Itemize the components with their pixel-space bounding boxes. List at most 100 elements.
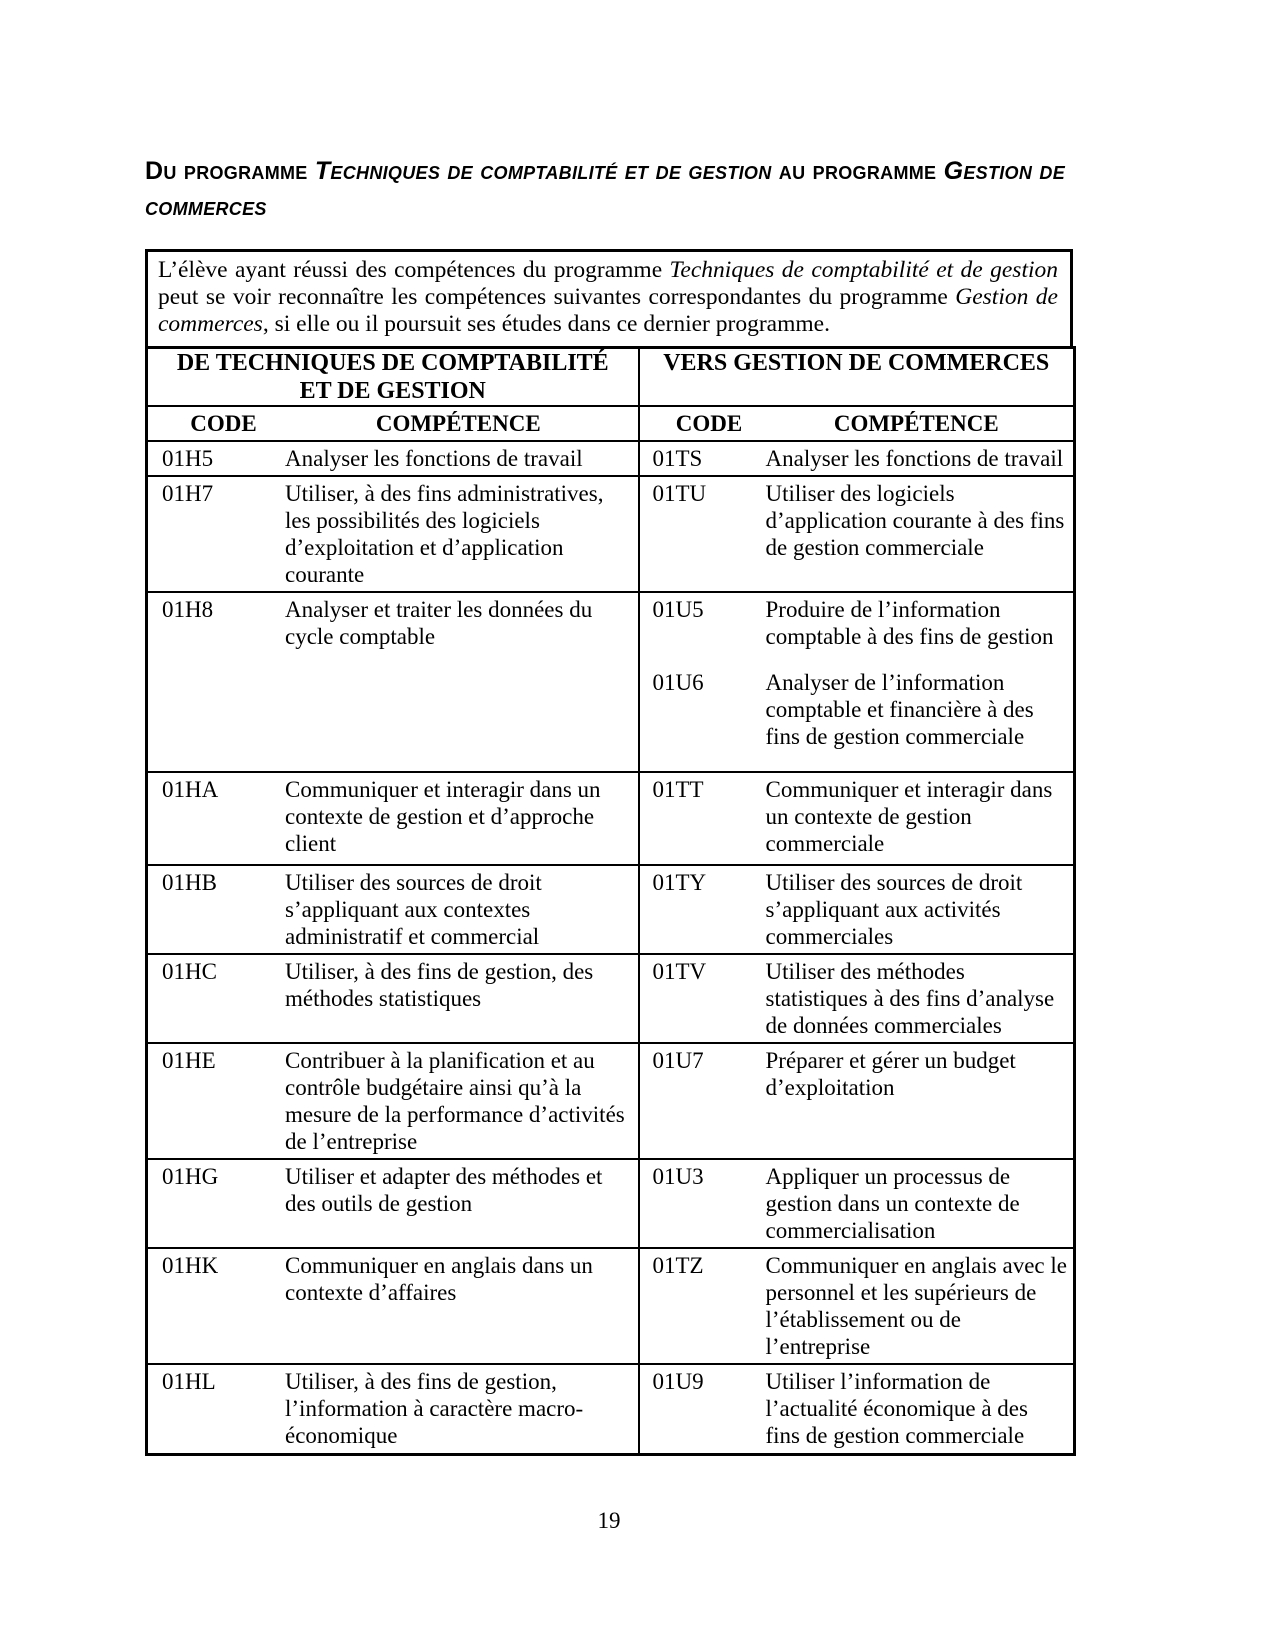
target-competency-cell: 01U7 Préparer et gérer un budget d’exploi… [637, 1042, 1076, 1160]
competency-code: 01HE [162, 1048, 216, 1073]
code-column-header: CODE [675, 411, 743, 436]
competency-text: Utiliser et adapter des méthodes et des … [285, 1164, 603, 1216]
competence-column-header: COMPÉTENCE [833, 411, 999, 436]
competency-text: Communiquer en anglais dans un contexte … [285, 1253, 593, 1305]
competency-code: 01HA [162, 777, 219, 802]
target-competency-cell: 01TT Communiquer et interagir dans un con… [637, 771, 1076, 866]
competency-text: Utiliser, à des fins administratives, le… [285, 481, 604, 587]
competency-code: 01HK [162, 1253, 219, 1278]
competency-text: Utiliser l’information de l’actualité éc… [765, 1369, 1028, 1448]
source-competency-cell: 01HL Utiliser, à des fins de gestion, l’i… [145, 1363, 640, 1456]
table-row: 01HC Utiliser, à des fins de gestion, des… [145, 953, 1076, 1044]
competency-code: 01U6 [652, 670, 704, 695]
intro-program-name-2: Gestion de commerces [158, 284, 1058, 337]
competency-text: Utiliser, à des fins de gestion, des mét… [285, 959, 594, 1011]
target-competency-cell: 01TZ Communiquer en anglais avec le perso… [637, 1247, 1076, 1365]
column-headers-right: CODE COMPÉTENCE [637, 405, 1076, 442]
competency-text: Utiliser des sources de droit s’appliqua… [765, 870, 1023, 949]
section-header-right: VERS GESTION DE COMMERCES [637, 346, 1076, 407]
section-header-right-text: VERS GESTION DE COMMERCES [663, 350, 1050, 376]
source-competency-cell: 01H5 Analyser les fonctions de travail [145, 440, 640, 477]
competency-text: Analyser et traiter les données du cycle… [285, 597, 593, 649]
target-competency-cell: 01U3 Appliquer un processus de gestion da… [637, 1158, 1076, 1249]
competency-code: 01U3 [652, 1164, 704, 1189]
page-content: Du programme Techniques de comptabilité … [145, 153, 1076, 1456]
target-competency-cell: 01TU Utiliser des logiciels d’application… [637, 475, 1076, 593]
code-column-header: CODE [190, 411, 257, 436]
competency-code: 01TZ [652, 1253, 704, 1278]
table-row: 01HB Utiliser des sources de droit s’appl… [145, 864, 1076, 955]
competency-code: 01HG [162, 1164, 219, 1189]
competency-code: 01HL [162, 1369, 216, 1394]
competency-text: Produire de l’information comptable à de… [765, 597, 1054, 649]
source-competency-cell: 01HK Communiquer en anglais dans un conte… [145, 1247, 640, 1365]
competency-code: 01H5 [162, 446, 214, 471]
title-program-name-2: Gestion de commerces [145, 157, 1065, 221]
competency-text: Analyser de l’information comptable et f… [765, 670, 1034, 749]
source-competency-cell: 01HC Utiliser, à des fins de gestion, des… [145, 953, 640, 1044]
column-header-row: CODE COMPÉTENCE CODE COMPÉTENCE [145, 405, 1076, 442]
competence-column-header: COMPÉTENCE [375, 411, 541, 436]
competency-text: Analyser les fonctions de travail [765, 446, 1064, 471]
column-headers-left: CODE COMPÉTENCE [145, 405, 640, 442]
target-competency-cell: 01TS Analyser les fonctions de travail [637, 440, 1076, 477]
competency-text: Communiquer et interagir dans un context… [765, 777, 1053, 856]
source-competency-cell: 01HG Utiliser et adapter des méthodes et … [145, 1158, 640, 1249]
table-row: 01H5 Analyser les fonctions de travail 01… [145, 440, 1076, 477]
page-title: Du programme Techniques de comptabilité … [145, 153, 1073, 225]
intro-text: L’élève ayant réussi des compétences du … [158, 257, 670, 283]
competency-code: 01TS [652, 446, 703, 471]
competency-code: 01U9 [652, 1369, 704, 1394]
competency-text: Préparer et gérer un budget d’exploitati… [765, 1048, 1016, 1100]
competency-code: 01TU [652, 481, 707, 506]
competency-code: 01U5 [652, 597, 704, 622]
table-row: 01H8 Analyser et traiter les données du c… [145, 591, 1076, 773]
competency-text: Contribuer à la planification et au cont… [285, 1048, 625, 1154]
title-segment: Du programme [145, 157, 315, 185]
source-competency-cell: 01H7 Utiliser, à des fins administratives… [145, 475, 640, 593]
competency-mapping-table: DE TECHNIQUES DE COMPTABILITÉ ET DE GEST… [145, 346, 1076, 1456]
page-number: 19 [597, 1508, 621, 1533]
section-header-row: DE TECHNIQUES DE COMPTABILITÉ ET DE GEST… [145, 346, 1076, 407]
target-competency-cell: 01TY Utiliser des sources de droit s’appl… [637, 864, 1076, 955]
table-row: 01HE Contribuer à la planification et au … [145, 1042, 1076, 1160]
table-row: 01HG Utiliser et adapter des méthodes et … [145, 1158, 1076, 1249]
intro-text: , si elle ou il poursuit ses études dans… [262, 311, 830, 337]
source-competency-cell: 01HE Contribuer à la planification et au … [145, 1042, 640, 1160]
table-row: 01H7 Utiliser, à des fins administratives… [145, 475, 1076, 593]
title-segment: au programme [771, 157, 944, 185]
competency-code: 01H8 [162, 597, 214, 622]
table-row: 01HA Communiquer et interagir dans un con… [145, 771, 1076, 866]
competency-text: Appliquer un processus de gestion dans u… [765, 1164, 1020, 1243]
intro-paragraph-box: L’élève ayant réussi des compétences du … [145, 249, 1073, 349]
source-competency-cell: 01H8 Analyser et traiter les données du c… [145, 591, 640, 773]
table-row: 01HL Utiliser, à des fins de gestion, l’i… [145, 1363, 1076, 1456]
competency-code: 01HB [162, 870, 217, 895]
target-competency-cell: 01TV Utiliser des méthodes statistiques à… [637, 953, 1076, 1044]
section-header-left: DE TECHNIQUES DE COMPTABILITÉ ET DE GEST… [145, 346, 640, 407]
competency-text: Utiliser des logiciels d’application cou… [765, 481, 1065, 560]
competency-text: Communiquer en anglais avec le personnel… [765, 1253, 1067, 1359]
source-competency-cell: 01HA Communiquer et interagir dans un con… [145, 771, 640, 866]
competency-code: 01HC [162, 959, 217, 984]
competency-text: Utiliser des sources de droit s’appliqua… [285, 870, 542, 949]
intro-program-name-1: Techniques de comptabilité et de gestion [669, 257, 1059, 283]
competency-text: Utiliser, à des fins de gestion, l’infor… [285, 1369, 584, 1448]
source-competency-cell: 01HB Utiliser des sources de droit s’appl… [145, 864, 640, 955]
competency-text: Utiliser des méthodes statistiques à des… [765, 959, 1055, 1038]
competency-code: 01TY [652, 870, 707, 895]
section-header-left-line1: DE TECHNIQUES DE COMPTABILITÉ [176, 350, 609, 376]
target-competency-cell: 01U9 Utiliser l’information de l’actualit… [637, 1363, 1076, 1456]
intro-text: peut se voir reconnaître les compétences… [158, 284, 956, 310]
competency-code: 01TV [652, 959, 707, 984]
target-competency-cell: 01U5 Produire de l’information comptable … [637, 591, 1076, 773]
competency-code: 01TT [652, 777, 704, 802]
competency-text: Analyser les fonctions de travail [285, 446, 583, 471]
section-header-left-line2: ET DE GESTION [299, 378, 486, 404]
title-program-name-1: Techniques de comptabilité et de gestion [314, 157, 772, 185]
competency-code: 01U7 [652, 1048, 704, 1073]
table-row: 01HK Communiquer en anglais dans un conte… [145, 1247, 1076, 1365]
competency-code: 01H7 [162, 481, 214, 506]
competency-text: Communiquer et interagir dans un context… [285, 777, 601, 856]
